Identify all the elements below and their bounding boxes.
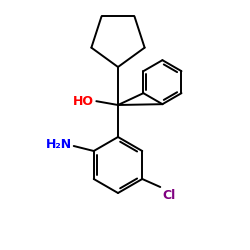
Text: H₂N: H₂N	[46, 138, 72, 150]
Text: HO: HO	[73, 95, 94, 108]
Text: Cl: Cl	[162, 189, 175, 202]
